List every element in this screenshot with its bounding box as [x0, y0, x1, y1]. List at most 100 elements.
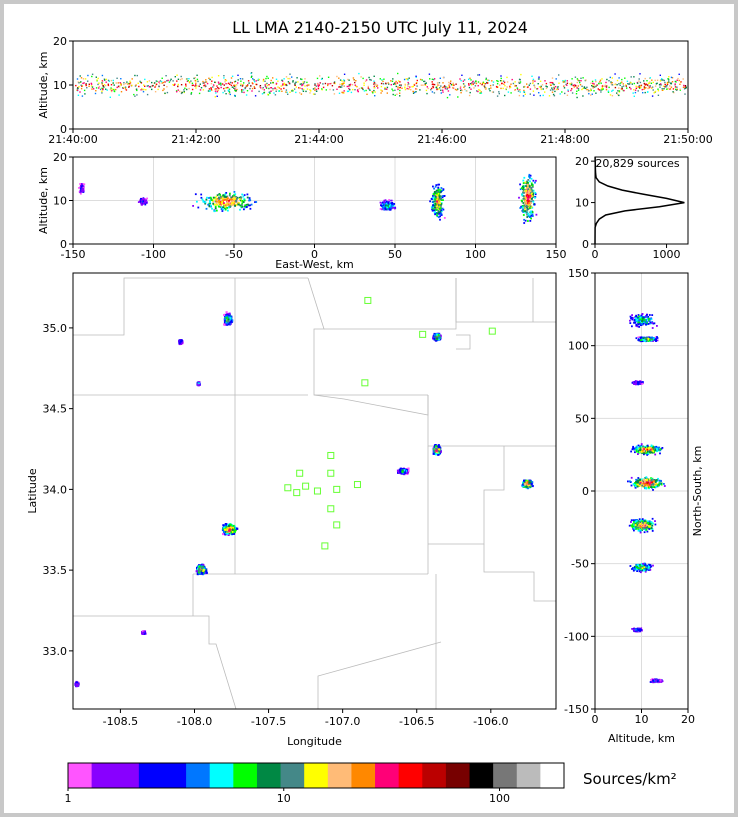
histogram-y-tick-label: 0 [582, 238, 589, 251]
ns-height-cluster [635, 336, 659, 343]
plan-view-cluster [432, 332, 442, 342]
station-marker [419, 330, 427, 338]
histogram-line [594, 156, 685, 245]
ew-x-tick-label: -100 [141, 248, 166, 261]
colorbar-outline [67, 762, 565, 789]
station-marker [361, 379, 369, 387]
colorbar-swatch [375, 763, 400, 788]
ew-x-tick-label: -50 [225, 248, 243, 261]
ns-x-tick-label: 0 [592, 713, 599, 726]
ew-xlabel: East-West, km [275, 258, 353, 271]
time-height-x-tick-label: 21:46:00 [417, 133, 466, 146]
station-marker [293, 489, 301, 497]
county-border-line [73, 277, 308, 336]
plan-x-tick-label: -106.0 [473, 715, 508, 728]
ew-height-cluster [192, 191, 258, 213]
plan-x-tick-label: -107.0 [325, 715, 360, 728]
ns-height-cluster [649, 678, 664, 684]
plan-x-tick-label: -108.5 [103, 715, 138, 728]
ew-x-tick-label: 100 [465, 248, 486, 261]
station-marker [327, 505, 335, 513]
colorbar-swatch [540, 763, 565, 788]
ns-ylabel: North-South, km [691, 446, 704, 537]
histogram-axes [594, 156, 689, 245]
county-border-line [456, 334, 471, 350]
ns-height-cluster [631, 627, 643, 633]
station-marker [321, 542, 329, 550]
plan-view-cluster [521, 479, 534, 490]
colorbar-swatch [115, 763, 140, 788]
plan-view-panel: -108.5 -108.0 -107.5 -107.0 -106.5 -106.0 33.0… [26, 272, 557, 748]
figure-frame: LL LMA 2140-2150 UTC July 11, 2024 21:40… [4, 4, 734, 813]
ns-y-tick-label: 100 [568, 340, 589, 353]
colorbar-tick-label: 10 [277, 792, 291, 805]
plan-view-cluster [196, 381, 201, 387]
time-height-x-tick-label: 21:44:00 [294, 133, 343, 146]
colorbar-swatch [351, 763, 376, 788]
ns-height-cluster [627, 476, 666, 491]
station-marker [353, 481, 361, 489]
county-border-line [428, 446, 505, 545]
plan-x-tick-label: -106.5 [399, 715, 434, 728]
plan-ylabel: Latitude [26, 468, 39, 514]
ew-y-tick-label: 10 [53, 195, 67, 208]
county-border-line [483, 544, 556, 602]
plan-view-cluster [396, 467, 410, 476]
ns-y-tick-label: 0 [582, 485, 589, 498]
colorbar-swatch [256, 763, 282, 788]
station-marker [327, 469, 335, 477]
ns-y-tick-label: 50 [575, 412, 589, 425]
figure-title: LL LMA 2140-2150 UTC July 11, 2024 [232, 18, 528, 37]
colorbar-swatch [422, 763, 447, 788]
ns-height-cluster [628, 517, 657, 534]
plan-view-axes [72, 272, 557, 710]
plan-view-cluster [74, 680, 80, 688]
station-marker [488, 327, 496, 335]
county-border-line [427, 395, 556, 447]
ew-x-tick-label: 0 [311, 248, 318, 261]
time-height-sources [75, 72, 687, 99]
ns-x-tick-label: 10 [635, 713, 649, 726]
colorbar-swatch [138, 763, 163, 788]
ew-y-tick-label: 0 [60, 238, 67, 251]
county-borders [73, 277, 556, 710]
plan-y-tick-label: 35.0 [43, 322, 68, 335]
county-border-line [73, 615, 237, 710]
station-marker [364, 296, 372, 304]
station-marker [313, 487, 321, 495]
colorbar-swatch [280, 763, 305, 788]
station-marker [302, 482, 310, 490]
ew-x-tick-label: -150 [61, 248, 86, 261]
plan-view-cluster [178, 339, 184, 346]
colorbar-swatch [68, 763, 93, 788]
ns-height-panel: 0 10 20 -150 -100 -50 0 50 100 150 Altitude, km Nor… [564, 267, 704, 745]
ns-y-tick-label: -150 [564, 703, 589, 716]
plan-xlabel: Longitude [287, 735, 342, 748]
histogram-x-tick-label: 0 [592, 248, 599, 261]
plan-y-tick-label: 33.5 [43, 564, 68, 577]
colorbar-swatch [186, 763, 211, 788]
plan-y-tick-label: 34.5 [43, 403, 68, 416]
colorbar-swatch [398, 763, 423, 788]
colorbar-swatch [445, 763, 471, 788]
ns-height-cluster [630, 443, 664, 456]
plan-y-tick-label: 33.0 [43, 645, 68, 658]
time-height-x-tick-label: 21:50:00 [663, 133, 712, 146]
colorbar-label: Sources/km² [583, 770, 677, 788]
ns-y-tick-label: 150 [568, 267, 589, 280]
ew-height-cluster [78, 183, 86, 195]
time-height-y-tick-label: 0 [60, 123, 67, 136]
ew-height-cluster [518, 173, 538, 224]
colorbar-swatch [91, 763, 116, 788]
colorbar-swatch [516, 763, 541, 788]
colorbar-swatch [209, 763, 234, 788]
time-height-x-tick-label: 21:42:00 [171, 133, 220, 146]
histogram-x-tick-label: 1000 [653, 248, 681, 261]
station-marker [284, 484, 292, 492]
colorbar-tick-label: 100 [489, 792, 510, 805]
altitude-histogram-panel: 20,829 sources 0 1000 0 10 20 [575, 155, 689, 261]
ew-x-tick-label: 150 [546, 248, 567, 261]
histogram-annotation: 20,829 sources [595, 157, 680, 170]
ns-x-tick-label: 20 [681, 713, 695, 726]
time-height-y-tick-label: 10 [53, 79, 67, 92]
